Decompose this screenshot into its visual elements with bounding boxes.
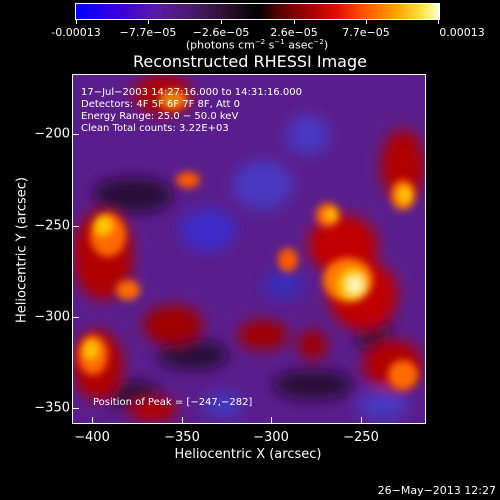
x-tick-label: −400 [74,430,110,445]
y-tick-label: −200 [34,127,70,142]
y-tick [72,226,79,227]
x-tick-label: −250 [343,430,379,445]
image-title: Reconstructed RHESSI Image [0,52,500,71]
render-date: 26−May−2013 12:27 [378,484,496,497]
x-tick [182,417,183,424]
colorbar-tick-label: 0.00013 [439,26,485,39]
y-tick-label: −350 [34,401,70,416]
info-time-range: 17−Jul−2003 14:27:16.000 to 14:31:16.000 [81,87,302,98]
y-tick [72,408,79,409]
x-tick-label: −300 [253,430,289,445]
colorbar-tick [221,20,222,24]
colorbar-tick [76,20,77,24]
x-tick [271,417,272,424]
x-tick [92,417,93,424]
x-tick-label: −350 [164,430,200,445]
x-tick [361,417,362,424]
rhessi-image: 17−Jul−2003 14:27:16.000 to 14:31:16.000… [72,74,426,424]
colorbar-tick [366,20,367,24]
info-detectors: Detectors: 4F 5F 6F 7F 8F, Att 0 [81,99,240,110]
info-counts: Clean Total counts: 3.22E+03 [81,123,229,134]
y-tick-label: −300 [34,310,70,325]
y-tick-label: −250 [34,219,70,234]
colorbar-tick-label: 7.7e−05 [342,26,389,39]
info-energy-range: Energy Range: 25.0 − 50.0 keV [81,111,238,122]
colorbar [75,3,440,20]
colorbar-tick-label: -0.00013 [51,26,100,39]
y-axis-label: Heliocentric Y (arcsec) [15,177,30,323]
colorbar-tick [438,20,439,24]
x-axis-label: Heliocentric X (arcsec) [175,447,322,462]
y-tick [72,317,79,318]
peak-position: Position of Peak = [−247,−282] [93,397,252,408]
y-tick [72,134,79,135]
colorbar-tick [148,20,149,24]
colorbar-tick [294,20,295,24]
colorbar-unit: (photons cm−2 s−1 asec−2) [186,38,328,52]
colorbar-tick-label: −7.7e−05 [120,26,177,39]
